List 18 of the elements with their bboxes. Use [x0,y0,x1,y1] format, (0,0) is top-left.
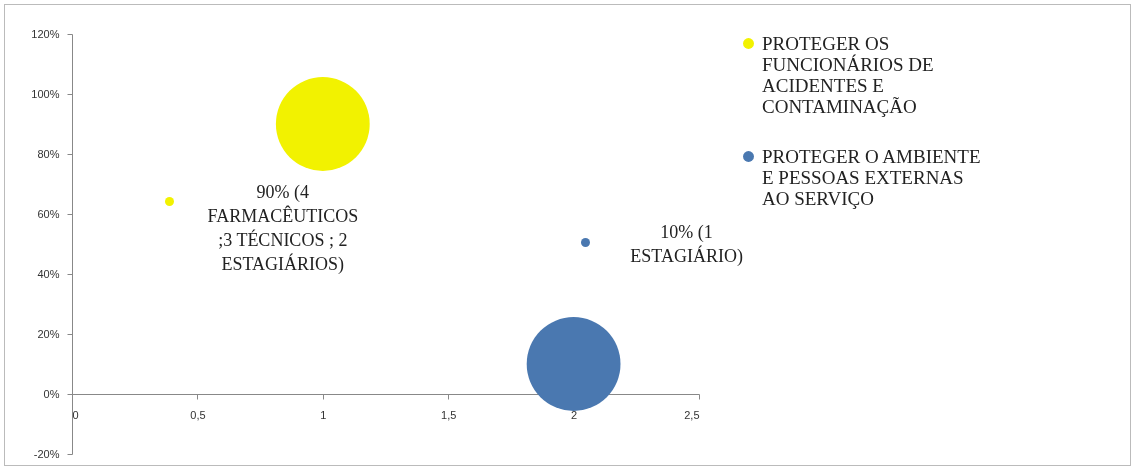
y-tick-label: 60% [37,207,60,220]
x-tick-label: 1 [320,408,327,421]
y-tick-label: -20% [33,447,60,460]
annotation: 10% (1 ESTAGIÁRIO) [630,222,743,267]
y-tick-label: 20% [37,327,60,340]
legend-label: PROTEGER O AMBIENTE E PESSOAS EXTERNAS AO SERVIÇO [762,145,981,209]
y-tick-label: 80% [37,147,60,160]
legend-label: PROTEGER OS FUNCIONÁRIOS DE ACIDENTES E CONTAMINAÇÃO [762,32,934,117]
x-tick-label: 0,5 [190,408,206,421]
x-tick-label: 2,5 [684,408,700,421]
y-tick-label: 100% [31,87,60,100]
y-tick-label: 120% [31,27,60,40]
x-tick-label: 0 [72,408,79,421]
x-tick-label: 1,5 [441,408,457,421]
y-tick-label: 40% [37,267,60,280]
y-tick-label: 0% [43,387,60,400]
x-tick-label: 2 [571,408,578,421]
annotation: 90% (4 FARMACÊUTICOS ;3 TÉCNICOS ; 2 ESTAGIÁRIOS) [207,182,359,275]
